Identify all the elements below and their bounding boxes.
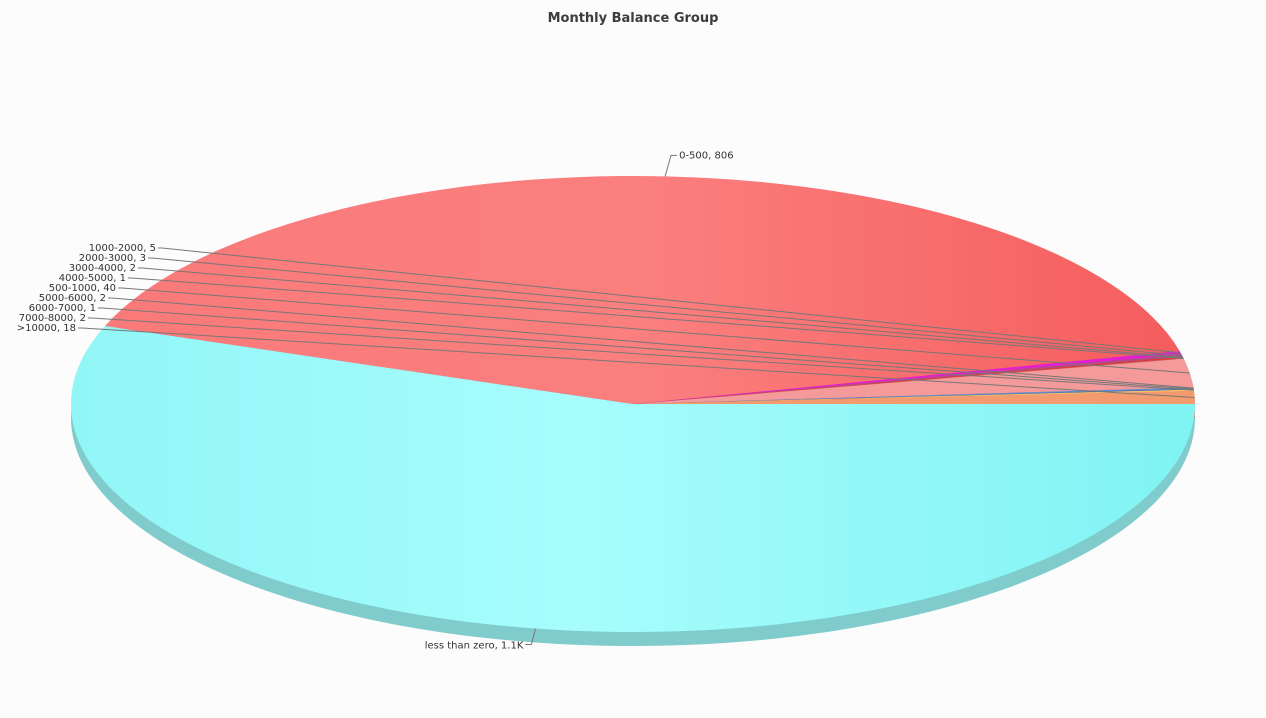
slice-0-500[interactable] [104,175,1180,404]
data-label-4000-5000: 4000-5000, 1 [59,273,126,284]
slice-7000-8000[interactable] [633,389,1195,404]
pie-slices [70,175,1195,632]
data-label-6000-7000: 6000-7000, 1 [29,303,96,314]
leader-line-6000-7000 [98,307,1194,390]
leader-line-2000-3000 [148,257,1183,357]
slice-3000-4000[interactable] [633,356,1184,404]
data-label-7000-8000: 7000-8000, 2 [19,313,86,324]
data-label-less-than-zero: less than zero, 1.1K [425,641,524,652]
leader-line-0-500 [664,154,678,177]
data-label-5000-6000: 5000-6000, 2 [39,293,106,304]
data-label-10000: >10000, 18 [17,323,76,334]
leader-line-5000-6000 [108,297,1194,389]
data-label-3000-4000: 3000-4000, 2 [69,263,136,274]
slice-less-than-zero[interactable] [70,326,1195,632]
slice-1000-2000[interactable] [633,350,1182,404]
slice-6000-7000[interactable] [633,388,1194,404]
slice-5000-6000[interactable] [633,387,1194,404]
slice-500-1000[interactable] [633,358,1194,404]
leader-line-4000-5000 [128,277,1184,359]
leader-line-10000 [78,327,1195,398]
data-label-500-1000: 500-1000, 40 [49,283,116,294]
data-label-1000-2000: 1000-2000, 5 [89,243,156,254]
data-label-2000-3000: 2000-3000, 3 [79,253,146,264]
leader-line-7000-8000 [88,317,1195,391]
pie-labels: less than zero, 1.1K 0-500, 806 1000-2000,… [17,150,1195,652]
leader-line-1000-2000 [158,247,1181,354]
leader-line-500-1000 [118,287,1190,374]
slice-10000[interactable] [633,390,1195,404]
leader-line-less-than-zero [525,628,536,646]
slice-4000-5000[interactable] [633,358,1184,404]
data-label-0-500: 0-500, 806 [679,150,734,161]
leader-line-3000-4000 [138,267,1184,358]
chart-title: Monthly Balance Group [547,11,719,26]
